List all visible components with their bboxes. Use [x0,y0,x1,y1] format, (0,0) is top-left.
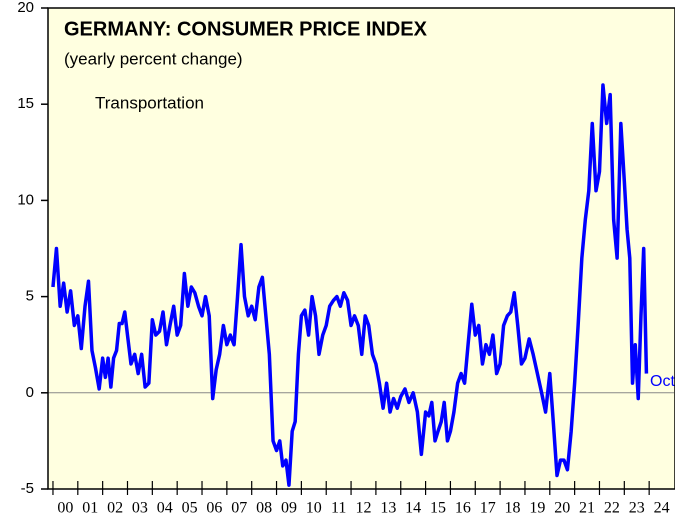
x-tick-label: 22 [604,500,620,517]
y-tick-label: 20 [17,0,34,16]
x-tick-label: 20 [554,500,570,517]
x-tick-label: 00 [57,500,73,517]
x-tick-label: 15 [430,500,446,517]
x-tick-label: 21 [579,500,595,517]
chart-title: GERMANY: CONSUMER PRICE INDEX [64,18,428,40]
x-tick-label: 16 [455,500,471,517]
y-tick-label: 15 [17,95,34,112]
plot-layer [48,83,674,487]
x-tick-label: 19 [529,500,545,517]
x-tick-label: 04 [157,500,173,517]
x-tick-label: 06 [206,500,222,517]
y-tick-label: -5 [21,480,34,497]
end-label: Oct [650,373,675,390]
y-tick-label: 10 [17,191,34,208]
x-tick-label: 05 [182,500,198,517]
x-tick-label: 11 [331,500,346,517]
plot-area [48,8,675,489]
series-line [51,83,649,487]
x-tick-label: 24 [654,500,670,517]
y-tick-label: 5 [26,288,34,305]
x-tick-label: 08 [256,500,272,517]
x-tick-label: 02 [107,500,123,517]
chart-subtitle: (yearly percent change) [64,49,243,68]
x-tick-label: 09 [281,500,297,517]
series-label: Transportation [95,93,204,112]
x-tick-label: 12 [355,500,371,517]
x-tick-label: 18 [505,500,521,517]
x-tick-label: 07 [231,500,247,517]
x-tick-label: 03 [132,500,148,517]
x-tick-label: 17 [480,500,496,517]
x-tick-label: 23 [629,500,645,517]
y-tick-label: 0 [26,384,34,401]
plot-border [47,7,675,490]
x-tick-label: 14 [405,500,421,517]
x-tick-label: 13 [380,500,396,517]
x-tick-label: 10 [306,500,322,517]
x-tick-label: 01 [82,500,98,517]
